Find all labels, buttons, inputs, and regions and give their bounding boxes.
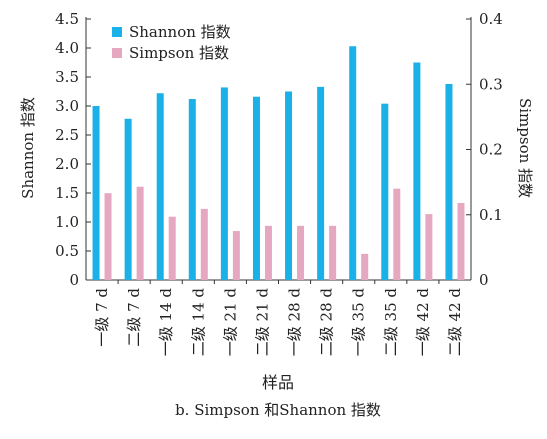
bar-simpson <box>232 231 240 280</box>
left-tick-label: 2.5 <box>55 126 79 144</box>
left-tick-label: 1.5 <box>55 184 79 202</box>
x-axis-label: 样品 <box>262 373 294 392</box>
bar-shannon <box>124 118 132 280</box>
x-tick-label: 二级 28 d <box>318 288 336 357</box>
bar-simpson <box>264 225 272 280</box>
legend-swatch-simpson <box>112 48 122 58</box>
bar-simpson <box>425 214 433 280</box>
bar-simpson <box>200 208 208 280</box>
bar-shannon <box>156 93 164 281</box>
x-tick-label: 一级 28 d <box>286 288 304 357</box>
bar-shannon <box>349 46 357 281</box>
left-tick-label: 3.0 <box>55 97 79 115</box>
legend: Shannon 指数 Simpson 指数 <box>112 23 231 62</box>
x-tick-label: 二级 21 d <box>253 288 271 357</box>
bar-shannon <box>220 87 228 280</box>
bar-shannon <box>285 91 293 280</box>
x-tick-label: 二级 14 d <box>189 288 207 357</box>
bar-simpson <box>329 225 337 280</box>
y-axis-label-left: Shannon 指数 <box>19 97 37 199</box>
bar-shannon <box>92 106 100 280</box>
y-axis-label-right: Simpson 指数 <box>516 98 534 198</box>
bar-shannon <box>445 83 453 281</box>
bar-simpson <box>393 188 401 280</box>
right-tick-label: 0.1 <box>479 206 503 224</box>
bar-simpson <box>168 216 176 280</box>
left-tick-label: 3.5 <box>55 68 79 86</box>
left-tick-label: 4.5 <box>55 10 79 28</box>
x-tick-label: 一级 14 d <box>157 288 175 357</box>
bar-shannon <box>188 99 196 280</box>
right-tick-label: 0.4 <box>479 10 503 28</box>
bar-simpson <box>104 193 112 280</box>
bar-shannon <box>381 103 389 281</box>
left-tick-label: 0.5 <box>55 242 79 260</box>
legend-swatch-shannon <box>112 27 122 37</box>
left-tick-label: 4.0 <box>55 39 79 57</box>
right-tick-label: 0.3 <box>479 75 503 93</box>
bar-simpson <box>297 225 305 280</box>
left-tick-label: 2.0 <box>55 155 79 173</box>
figure-caption: b. Simpson 和Shannon 指数 <box>175 401 381 419</box>
bar-shannon <box>252 96 260 280</box>
x-tick-label: 一级 42 d <box>414 288 432 357</box>
x-tick-label: 二级 7 d <box>125 288 143 347</box>
bar-simpson <box>361 253 369 280</box>
bars <box>92 46 465 281</box>
x-axis-ticks: 一级 7 d 二级 7 d 一级 14 d 二级 14 d 一级 21 d 二级 21 d… <box>93 280 464 356</box>
legend-label-simpson: Simpson 指数 <box>129 44 229 62</box>
bar-simpson <box>457 203 465 280</box>
left-tick-label: 0 <box>69 271 79 289</box>
right-tick-label: 0.2 <box>479 141 503 159</box>
legend-label-shannon: Shannon 指数 <box>129 23 231 41</box>
bar-shannon <box>413 62 421 280</box>
left-axis-ticks: 0 0.5 1.0 1.5 2.0 2.5 3.0 3.5 4.0 4.5 <box>55 10 91 289</box>
x-tick-label: 一级 35 d <box>350 288 368 357</box>
x-tick-label: 二级 35 d <box>382 288 400 357</box>
right-axis-ticks: 0 0.1 0.2 0.3 0.4 <box>466 10 503 289</box>
x-tick-label: 一级 7 d <box>93 288 111 347</box>
bar-simpson <box>136 186 144 280</box>
x-tick-label: 一级 21 d <box>221 288 239 357</box>
x-tick-label: 二级 42 d <box>446 288 464 357</box>
bar-shannon <box>317 86 325 280</box>
left-tick-label: 1.0 <box>55 213 79 231</box>
right-tick-label: 0 <box>479 271 489 289</box>
